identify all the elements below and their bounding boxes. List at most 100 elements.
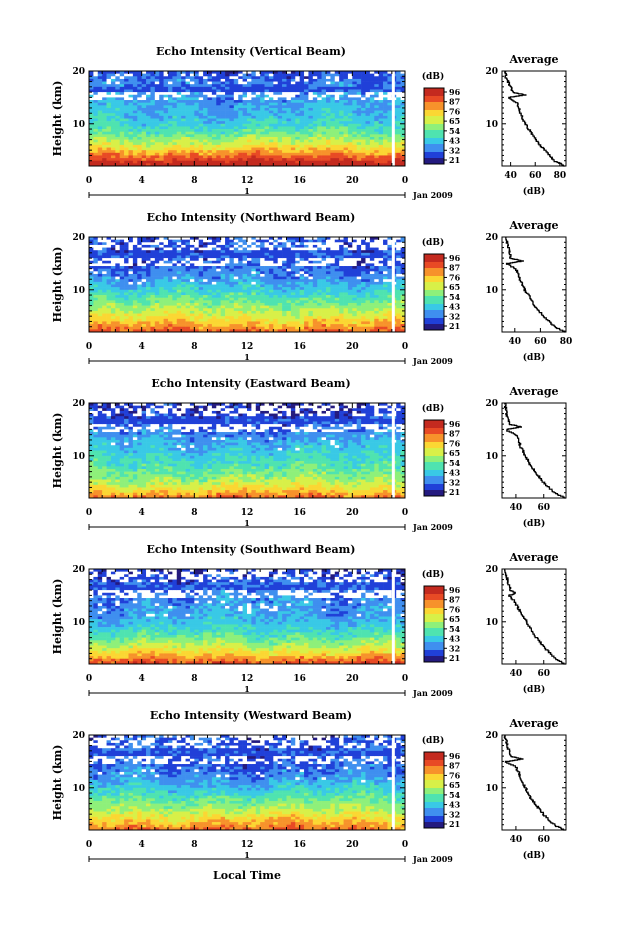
heatmap-cell [172, 261, 177, 264]
heatmap-cell [177, 134, 182, 137]
heatmap-cell [344, 311, 349, 314]
heatmap-cell [304, 250, 309, 253]
heatmap-cell [98, 116, 103, 119]
heatmap-cell [265, 100, 270, 103]
heatmap-cell [238, 126, 243, 129]
heatmap-cell [234, 287, 239, 290]
heatmap-cell [352, 105, 357, 108]
heatmap-cell [352, 242, 357, 245]
heatmap-cell [93, 306, 98, 309]
heatmap-cell [251, 145, 256, 148]
heatmap-cell [199, 145, 204, 148]
heatmap-cell [330, 153, 335, 156]
heatmap-cell [234, 161, 239, 164]
heatmap-cell [129, 119, 134, 122]
heatmap-cell [335, 129, 340, 132]
heatmap-cell [177, 155, 182, 158]
heatmap-cell [374, 76, 379, 79]
heatmap-cell [146, 274, 151, 277]
heatmap-cell [313, 79, 318, 82]
heatmap-cell [313, 306, 318, 309]
heatmap-cell [190, 277, 195, 280]
heatmap-cell [269, 263, 274, 266]
heatmap-cell [221, 140, 226, 143]
heatmap-cell [291, 103, 296, 106]
heatmap-cell [168, 300, 173, 303]
heatmap-cell [225, 308, 230, 311]
heatmap-cell [181, 271, 186, 274]
heatmap-cell [146, 134, 151, 137]
heatmap-cell [300, 290, 305, 293]
heatmap-cell [348, 89, 353, 92]
heatmap-cell [120, 285, 125, 288]
heatmap-cell [387, 108, 392, 111]
heatmap-cell [256, 306, 261, 309]
heatmap-cell [304, 137, 309, 140]
heatmap-cell [142, 92, 147, 95]
heatmap-cell [313, 261, 318, 264]
heatmap-cell [124, 253, 129, 256]
heatmap-cell [120, 248, 125, 251]
heatmap-cell [221, 321, 226, 324]
heatmap-cell [194, 76, 199, 79]
heatmap-cell [348, 314, 353, 317]
heatmap-cell [137, 145, 142, 148]
heatmap-cell [129, 132, 134, 135]
heatmap-cell [181, 155, 186, 158]
heatmap-cell [115, 316, 120, 319]
heatmap-cell [164, 266, 169, 269]
heatmap-cell [155, 105, 160, 108]
heatmap-cell [98, 121, 103, 124]
heatmap-cell [269, 269, 274, 272]
heatmap-cell [137, 300, 142, 303]
heatmap-cell [129, 150, 134, 153]
heatmap-cell [278, 158, 283, 161]
heatmap-cell [115, 279, 120, 282]
heatmap-cell [181, 266, 186, 269]
heatmap-cell [150, 82, 155, 85]
heatmap-cell [137, 132, 142, 135]
profile-title: Average [508, 53, 558, 66]
heatmap-cell [133, 89, 138, 92]
heatmap-cell [273, 150, 278, 153]
heatmap-cell [256, 300, 261, 303]
heatmap-cell [98, 277, 103, 280]
heatmap-cell [172, 89, 177, 92]
heatmap-cell [186, 145, 191, 148]
heatmap-cell [186, 100, 191, 103]
heatmap-cell [379, 84, 384, 87]
heatmap-cell [247, 255, 252, 258]
heatmap-cell [238, 132, 243, 135]
heatmap-cell [120, 132, 125, 135]
heatmap-cell [150, 300, 155, 303]
heatmap-cell [287, 298, 292, 301]
heatmap-cell [172, 306, 177, 309]
heatmap-cell [111, 108, 116, 111]
heatmap-cell [348, 245, 353, 248]
heatmap-cell [98, 308, 103, 311]
heatmap-cell [225, 261, 230, 264]
heatmap-cell [238, 274, 243, 277]
heatmap-cell [212, 142, 217, 145]
y-tick-label: 20 [72, 67, 85, 77]
heatmap-cell [120, 314, 125, 317]
y-axis-label: Height (km) [51, 81, 64, 157]
heatmap-cell [124, 84, 129, 87]
heatmap-cell [229, 250, 234, 253]
heatmap-cell [370, 79, 375, 82]
heatmap-cell [322, 137, 327, 140]
heatmap-cell [251, 161, 256, 164]
heatmap-cell [216, 155, 221, 158]
heatmap-cell [124, 261, 129, 264]
heatmap-cell [186, 84, 191, 87]
heatmap-cell [181, 285, 186, 288]
heatmap-cell [374, 134, 379, 137]
heatmap-cell [265, 295, 270, 298]
heatmap-cell [352, 250, 357, 253]
heatmap-cell [199, 121, 204, 124]
heatmap-cell [150, 87, 155, 90]
heatmap-cell [190, 132, 195, 135]
heatmap-cell [172, 271, 177, 274]
heatmap-cell [361, 103, 366, 106]
heatmap-cell [251, 103, 256, 106]
